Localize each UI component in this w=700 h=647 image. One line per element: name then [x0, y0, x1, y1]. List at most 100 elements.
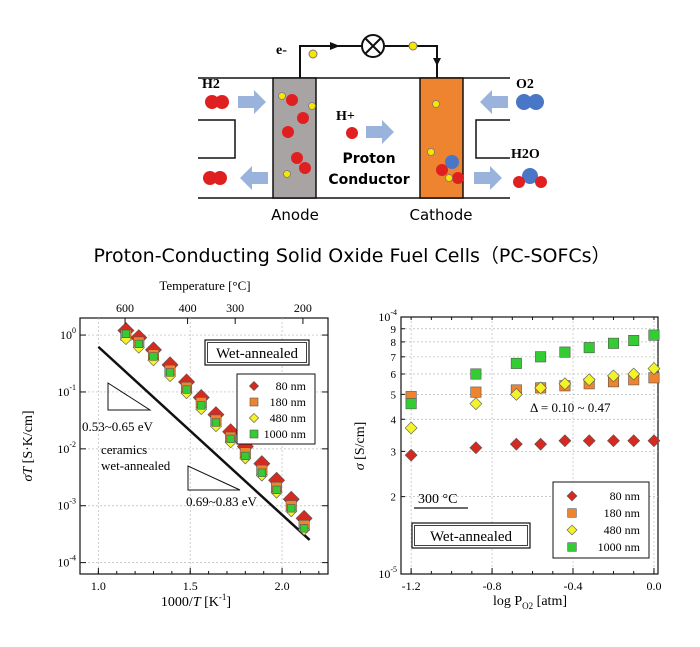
chart-left-y-tick-label: 10-4 [57, 554, 76, 570]
data-point [583, 342, 595, 354]
data-point [558, 377, 572, 391]
hydrogen-atom-icon [297, 112, 309, 124]
legend-label: 180 nm [270, 395, 307, 409]
hplus-label: H+ [336, 109, 355, 124]
chart-left-top-axis-label: Temperature [°C] [159, 278, 250, 293]
chart-left-x-tick-label: 2.0 [275, 579, 290, 593]
electron-icon [408, 41, 418, 51]
main-title: Proton-Conducting Solid Oxide Fuel Cells… [93, 245, 610, 267]
h2-molecule-icon [205, 95, 229, 109]
chart-left-x-ticks: 1.0 1.5 2.0 [91, 568, 320, 593]
hydrogen-atom-icon [452, 172, 464, 184]
data-point [469, 441, 483, 455]
chart-left-y-tick-label: 10-2 [57, 440, 76, 456]
arrow-left-icon [240, 166, 268, 190]
data-point [149, 352, 158, 361]
chart-left-points [117, 322, 313, 536]
chart-left-top-tick-label: 400 [179, 301, 197, 315]
chart-right-condition-box [411, 522, 531, 549]
data-point [226, 434, 235, 443]
chart-right-condition-box-inner [414, 525, 528, 546]
arrow-left-icon [480, 90, 508, 114]
circuit-wire-right [385, 45, 438, 78]
electron-icon [278, 92, 286, 100]
chart-right-y-tick-label: 10-4 [378, 308, 397, 324]
legend-marker [567, 542, 577, 552]
anode-label: Anode [271, 206, 319, 224]
o2-label: O2 [516, 77, 534, 92]
data-point [272, 485, 281, 494]
legend-marker [567, 508, 577, 518]
arrow-right-icon [474, 166, 502, 190]
ceramics-fit-line [97, 345, 311, 541]
data-point [534, 437, 548, 451]
chart-left-y-axis-label: σT [S·K/cm] [21, 410, 36, 481]
slope-triangle-2 [187, 465, 241, 491]
legend-label: 180 nm [604, 506, 641, 520]
chart-right-y-tick-label: 10-5 [378, 565, 397, 581]
chart-right-x-tick-label: 0.0 [646, 579, 661, 593]
chart-right-y-minor-label: 7 [391, 352, 397, 364]
data-point [470, 386, 482, 398]
chart-right-points [404, 329, 661, 462]
legend-label: 480 nm [604, 523, 641, 537]
h2-molecule-icon [203, 171, 227, 185]
chart-right: -1.2 -0.8 -0.4 0.0 10-4 10-5 98 7 6 5 4 3 2 log PO2… [353, 308, 661, 611]
data-point [582, 434, 596, 448]
electron-icon [283, 170, 291, 178]
legend-marker [249, 397, 259, 407]
chart-left-y-ticks: 100 10-1 10-2 10-3 10-4 [57, 326, 328, 570]
arrow-right-icon [366, 120, 394, 144]
chart-right-y-minor-label: 4 [391, 414, 397, 426]
circuit-wire-left [299, 45, 362, 78]
chart-left-condition-box [204, 339, 310, 366]
chart-left-top-tick-label: 600 [116, 301, 134, 315]
proton-conductor-label-1: Proton [342, 151, 395, 167]
hydrogen-atom-icon [299, 162, 311, 174]
chart-left-condition-box-inner [207, 342, 307, 363]
data-point [470, 368, 482, 380]
o2-molecule-icon [516, 94, 544, 110]
chart-left-ceramics-line [97, 345, 311, 541]
legend-label: 480 nm [270, 411, 307, 425]
temperature-label: 300 °C [418, 492, 457, 507]
data-point [211, 418, 221, 427]
data-point [559, 346, 571, 358]
h2o-molecule-icon [513, 168, 547, 188]
legend-marker [248, 412, 260, 424]
data-point [607, 337, 619, 349]
data-point [197, 401, 206, 410]
data-point [558, 434, 572, 448]
chart-right-grid [401, 317, 658, 574]
legend-marker [249, 429, 259, 439]
data-point [628, 335, 640, 347]
data-point [607, 434, 620, 448]
data-point [165, 368, 175, 377]
data-point [510, 357, 522, 369]
electron-icon [427, 148, 435, 156]
chart-left: 1.0 1.5 2.0 100 10-1 10-2 10-3 10-4 600 400 300 2… [21, 278, 329, 610]
data-point [648, 329, 660, 341]
chart-right-y-ticks: 10-4 10-5 98 7 6 5 4 3 2 [378, 308, 407, 581]
electron-icon [432, 100, 440, 108]
electron-icon [308, 49, 318, 59]
slope-label-2: 0.69~0.83 eV [186, 494, 258, 509]
electron-label: e- [276, 43, 287, 58]
slope-triangle-1 [107, 382, 152, 411]
data-point [535, 351, 547, 363]
chart-left-y-tick-label: 10-3 [57, 497, 76, 513]
legend-marker [566, 490, 578, 502]
cathode-label: Cathode [410, 206, 473, 224]
hydrogen-atom-icon [282, 126, 294, 138]
chart-right-y-axis-label: σ [S/cm] [353, 422, 368, 471]
chart-right-x-ticks: -1.2 -0.8 -0.4 0.0 [402, 317, 661, 593]
data-point [182, 385, 191, 394]
circuit-arrow-icon [330, 42, 340, 50]
lamp-icon [361, 34, 385, 58]
chart-right-x-tick-label: -0.8 [483, 579, 502, 593]
data-point [627, 367, 641, 381]
data-point [287, 504, 296, 513]
data-point [534, 381, 548, 395]
